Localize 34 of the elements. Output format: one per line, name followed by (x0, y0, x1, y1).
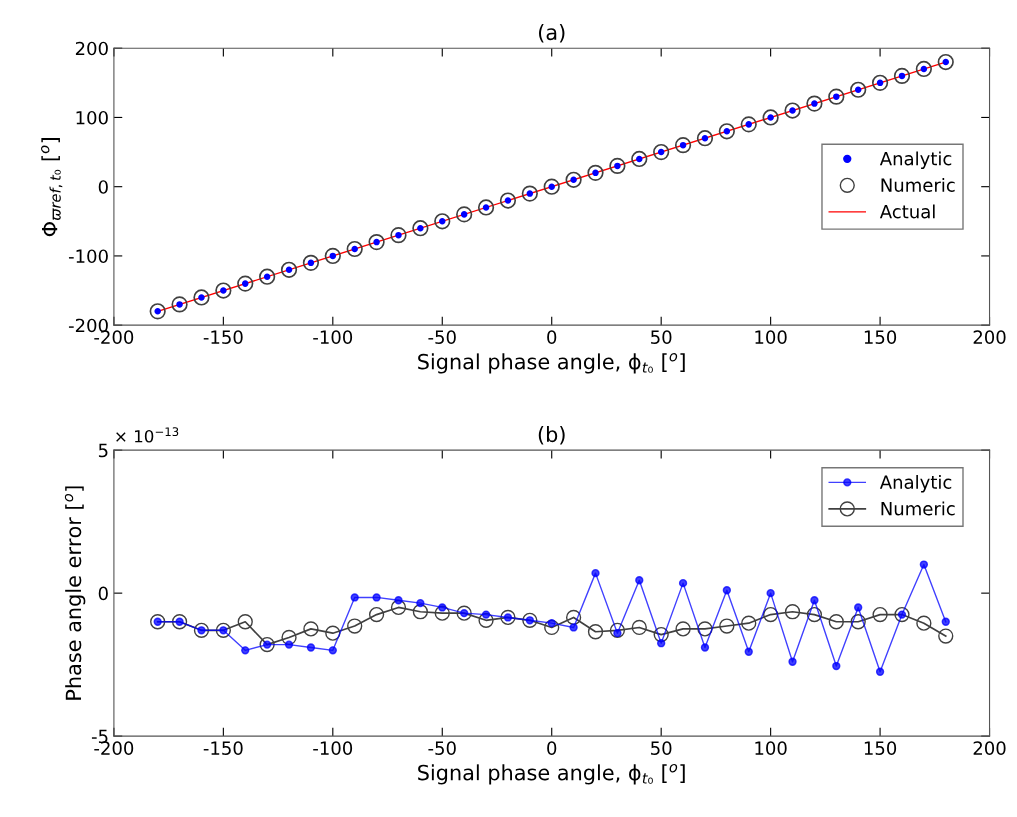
legend-label: Numeric (881, 501, 955, 516)
x-tick-label: -50 (428, 330, 456, 344)
x-tick-label: 150 (864, 741, 897, 755)
x-tick-label: -100 (313, 330, 353, 344)
y-axis-title: Phase angle error [$^{o}$] (64, 486, 86, 700)
x-axis-title: Signal phase angle, ϕ$_{t₀}$ [$^{o}$] (418, 764, 685, 785)
legend-label: Analytic (879, 475, 952, 493)
x-tick-label: 150 (864, 330, 897, 344)
y-tick-label: 5 (98, 443, 108, 458)
legend-label: Actual (879, 204, 935, 219)
x-tick-label: 200 (973, 330, 1006, 344)
x-tick-label: -100 (313, 741, 353, 755)
legend-label: Numeric (881, 177, 955, 192)
y-axis-title: Φ$_{ϖref,t₀}$ [$^{o}$] (41, 138, 63, 237)
legend-label: Analytic (879, 151, 952, 169)
y-tick-label: 0 (98, 586, 108, 601)
chart-title: (b) (538, 426, 565, 445)
x-tick-label: -150 (203, 330, 243, 344)
x-tick-label: 50 (651, 741, 672, 755)
x-tick-label: 100 (755, 330, 787, 344)
x-tick-label: 50 (651, 330, 672, 344)
x-tick-label: -50 (428, 741, 456, 755)
y-tick-label: -100 (68, 249, 108, 264)
x-axis-title: Signal phase angle, ϕ$_{t₀}$ [$^{o}$] (418, 353, 685, 374)
x-tick-label: 0 (547, 330, 557, 344)
y-tick-label: 0 (98, 180, 108, 194)
y-tick-label: 100 (76, 110, 108, 125)
y-tick-label: 200 (75, 41, 108, 56)
x-tick-label: 0 (547, 741, 557, 755)
x-tick-label: 200 (973, 741, 1006, 755)
x-tick-label: -150 (203, 741, 243, 755)
chart-title: (a) (539, 24, 565, 43)
x-tick-label: 100 (755, 741, 787, 755)
text: × 10$^{−13}$ (116, 427, 179, 443)
